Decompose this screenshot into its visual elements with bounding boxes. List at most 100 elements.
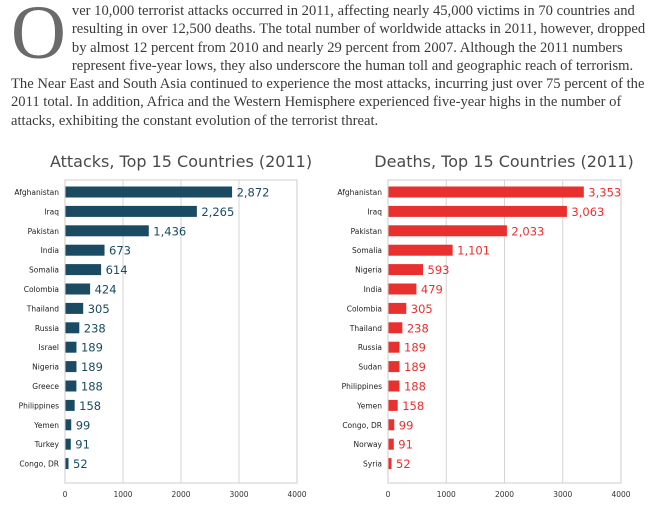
attacks-bar (65, 419, 72, 431)
deaths-bar (388, 399, 398, 411)
deaths-value-label: 1,101 (457, 244, 490, 258)
deaths-value-label: 189 (404, 341, 426, 355)
deaths-bar (388, 302, 407, 314)
attacks-bar (65, 458, 69, 470)
attacks-bar (65, 302, 84, 314)
attacks-category-label: Somalia (29, 266, 59, 275)
attacks-bar (65, 438, 71, 450)
deaths-category-label: Iraq (367, 207, 382, 216)
attacks-bar (65, 380, 77, 392)
deaths-category-label: India (364, 285, 382, 294)
attacks-bar (65, 225, 149, 237)
attacks-category-label: Congo, DR (19, 460, 59, 469)
attacks-x-tick-label: 4000 (287, 490, 306, 499)
attacks-bar (65, 341, 77, 353)
deaths-bar (388, 438, 394, 450)
deaths-bar (388, 458, 392, 470)
deaths-chart: Deaths, Top 15 Countries (2011) 0 1000 2000… (337, 152, 633, 499)
deaths-category-label: Philippines (342, 382, 383, 391)
deaths-category-label: Congo, DR (342, 421, 382, 430)
attacks-value-label: 52 (73, 457, 88, 471)
deaths-category-label: Norway (354, 440, 383, 449)
deaths-bar (388, 380, 400, 392)
deaths-value-label: 188 (404, 380, 426, 394)
attacks-value-label: 2,872 (237, 186, 270, 200)
attacks-category-label: Yemen (33, 421, 59, 430)
attacks-x-tick-label: 0 (63, 490, 68, 499)
attacks-chart-title: Attacks, Top 15 Countries (2011) (50, 152, 312, 171)
attacks-value-label: 2,265 (201, 205, 234, 219)
deaths-x-tick-label: 2000 (495, 490, 514, 499)
attacks-value-label: 424 (95, 283, 117, 297)
attacks-bar (65, 264, 102, 276)
deaths-value-label: 305 (411, 302, 433, 316)
attacks-category-label: Philippines (19, 401, 60, 410)
deaths-bar (388, 341, 400, 353)
attacks-bar (65, 399, 75, 411)
deaths-category-label: Thailand (349, 324, 382, 333)
attacks-value-label: 673 (109, 244, 131, 258)
deaths-bar (388, 244, 453, 256)
attacks-value-label: 1,436 (153, 224, 186, 238)
deaths-category-label: Syria (363, 460, 382, 469)
attacks-category-label: Iraq (44, 207, 59, 216)
deaths-category-label: Colombia (347, 304, 382, 313)
attacks-value-label: 91 (75, 438, 90, 452)
deaths-value-label: 3,353 (588, 186, 621, 200)
deaths-value-label: 99 (399, 418, 414, 432)
attacks-x-tick-label: 2000 (171, 490, 190, 499)
attacks-category-label: Turkey (34, 440, 60, 449)
attacks-bar (65, 283, 91, 295)
deaths-category-label: Sudan (358, 363, 382, 372)
attacks-bar (65, 186, 233, 198)
attacks-category-label: Pakistan (28, 227, 60, 236)
deaths-value-label: 91 (398, 438, 413, 452)
deaths-category-label: Yemen (356, 401, 382, 410)
attacks-category-label: Russia (35, 324, 59, 333)
deaths-category-label: Somalia (352, 246, 382, 255)
deaths-bar (388, 225, 507, 237)
deaths-value-label: 3,063 (571, 205, 604, 219)
intro-text: ver 10,000 terrorist attacks occurred in… (11, 3, 646, 129)
deaths-value-label: 189 (404, 360, 426, 374)
attacks-x-tick-label: 3000 (229, 490, 248, 499)
deaths-value-label: 158 (402, 399, 424, 413)
deaths-value-label: 479 (421, 283, 443, 297)
drop-cap: O (11, 0, 66, 75)
attacks-category-label: India (41, 246, 59, 255)
deaths-category-label: Afghanistan (337, 188, 382, 197)
attacks-category-label: Afghanistan (14, 188, 59, 197)
deaths-category-label: Nigeria (355, 266, 382, 275)
deaths-x-tick-label: 0 (386, 490, 391, 499)
attacks-bar (65, 244, 105, 256)
attacks-bar (65, 361, 77, 373)
deaths-chart-title: Deaths, Top 15 Countries (2011) (374, 152, 633, 171)
attacks-category-label: Nigeria (32, 363, 59, 372)
deaths-bar (388, 322, 403, 334)
attacks-bar (65, 322, 80, 334)
deaths-bar (388, 264, 424, 276)
attacks-value-label: 158 (79, 399, 101, 413)
deaths-bar (388, 205, 567, 217)
attacks-value-label: 614 (106, 263, 128, 277)
attacks-value-label: 305 (88, 302, 110, 316)
deaths-x-tick-label: 4000 (611, 490, 630, 499)
attacks-chart: Attacks, Top 15 Countries (2011) 0 1000 200… (14, 152, 312, 499)
attacks-value-label: 99 (76, 418, 91, 432)
attacks-category-label: Greece (32, 382, 59, 391)
deaths-bar (388, 283, 417, 295)
attacks-value-label: 188 (81, 380, 103, 394)
deaths-bar (388, 419, 395, 431)
deaths-category-label: Russia (358, 343, 382, 352)
attacks-bar (65, 205, 197, 217)
deaths-category-label: Pakistan (351, 227, 383, 236)
attacks-value-label: 189 (81, 360, 103, 374)
attacks-category-label: Thailand (26, 304, 59, 313)
deaths-value-label: 2,033 (511, 224, 544, 238)
deaths-value-label: 52 (396, 457, 411, 471)
attacks-value-label: 238 (84, 321, 106, 335)
deaths-value-label: 238 (407, 321, 429, 335)
intro-paragraph: O ver 10,000 terrorist attacks occurred … (11, 0, 647, 130)
deaths-x-tick-label: 3000 (553, 490, 572, 499)
